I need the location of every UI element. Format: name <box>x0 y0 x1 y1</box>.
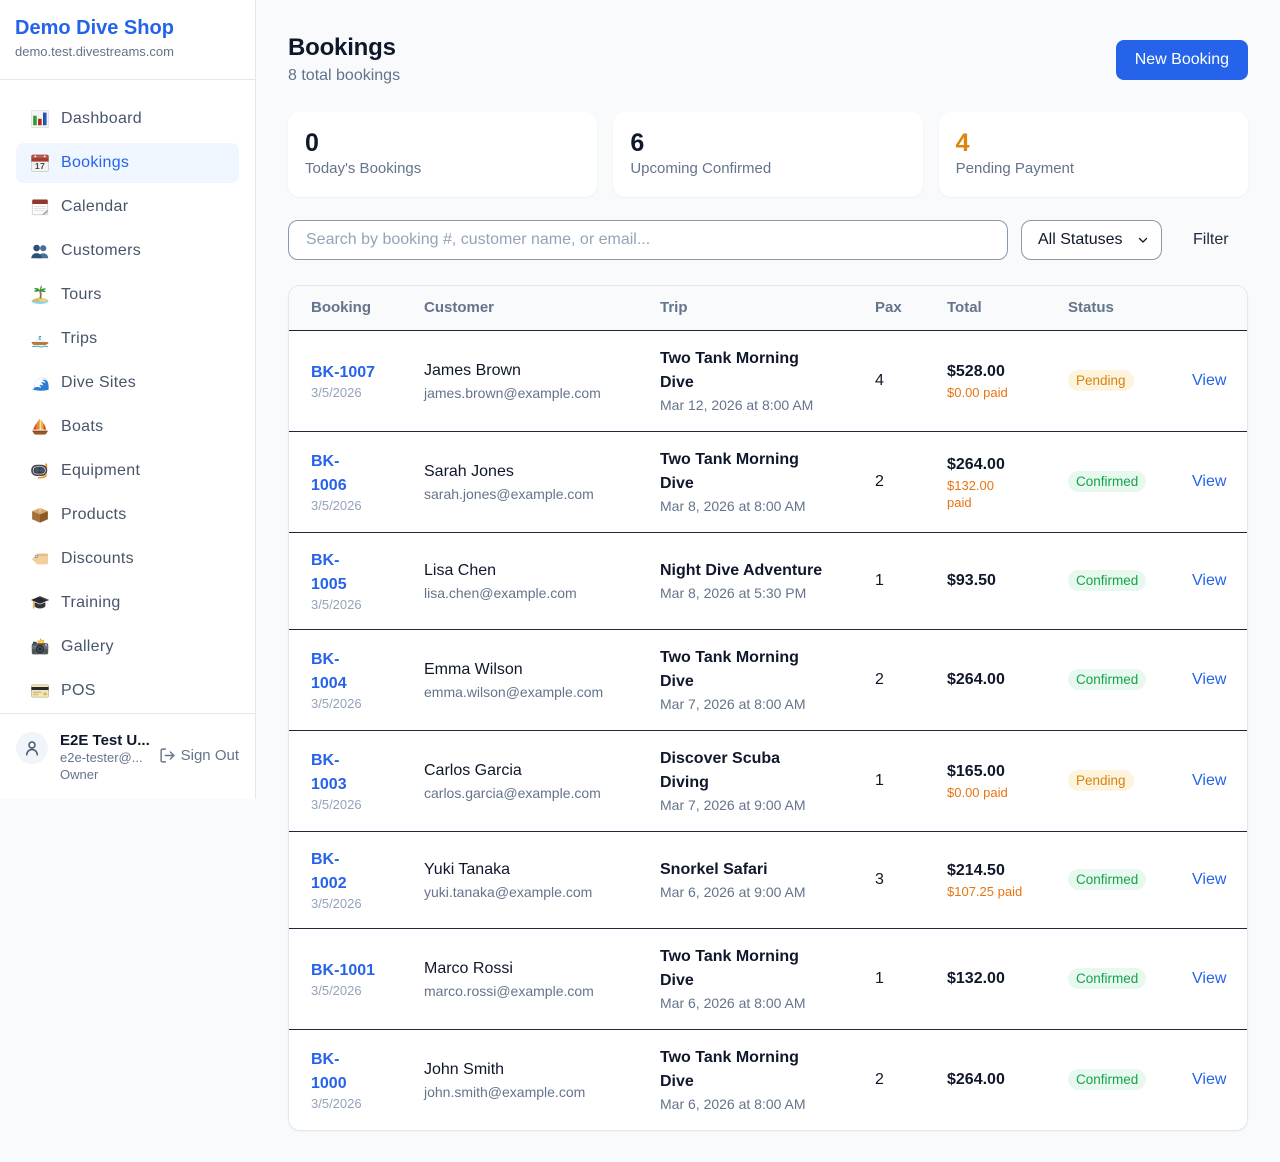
svg-text:17: 17 <box>35 161 45 171</box>
